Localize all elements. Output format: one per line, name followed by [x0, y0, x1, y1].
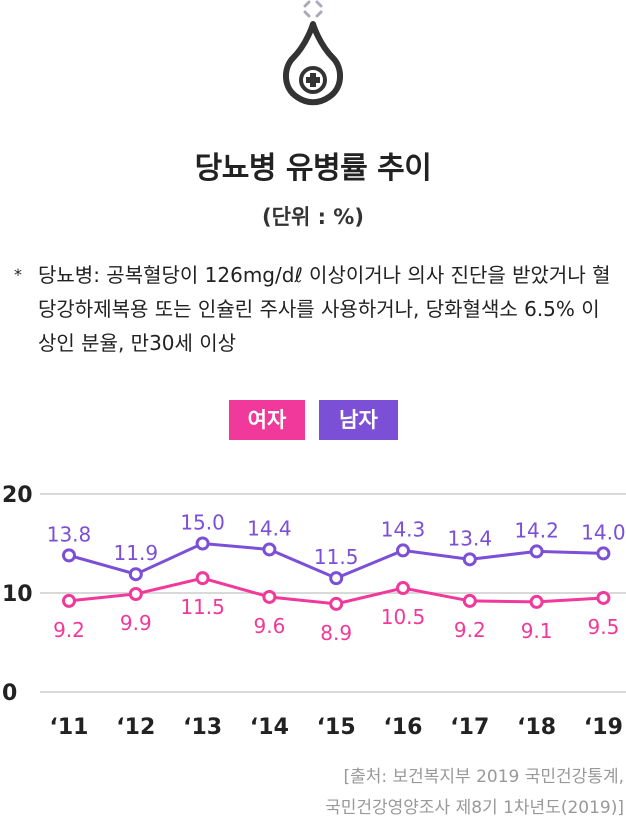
x-tick-label: ‘18 — [517, 715, 556, 740]
footnote-text: 당뇨병: 공복혈당이 126mg/dℓ 이상이거나 의사 진단을 받았거나 혈당… — [38, 263, 611, 355]
x-tick-label: ‘17 — [450, 715, 489, 740]
line-chart: 0 10 20 ‘11 ‘12 ‘13 ‘14 ‘15 ‘16 ‘17 ‘18 ‘19 13.8 11.9… — [2, 483, 626, 740]
data-point-female — [596, 590, 611, 605]
chart-title: 당뇨병 유병률 추이 — [194, 151, 432, 186]
source-line-2: 국민건강영양조사 제8기 1차년도(2019)] — [325, 798, 624, 818]
data-point-male — [329, 571, 344, 586]
source-note: [출처: 보건복지부 2019 국민건강통계, 국민건강영양조사 제8기 1차년… — [124, 762, 626, 824]
data-label-female: 10.5 — [381, 605, 426, 629]
data-point-male — [195, 536, 210, 551]
data-point-female — [329, 596, 344, 611]
data-point-female — [396, 581, 410, 596]
data-point-female — [128, 586, 143, 601]
data-point-male — [262, 542, 277, 557]
source-line-1: [출처: 보건복지부 2019 국민건강통계, — [343, 767, 624, 787]
y-tick-label: 10 — [2, 582, 33, 607]
data-label-male: 13.8 — [47, 522, 92, 546]
data-label-male: 14.2 — [514, 518, 559, 542]
x-tick-label: ‘13 — [183, 715, 222, 740]
data-label-female: 9.2 — [53, 618, 85, 642]
legend: 여자 남자 — [0, 400, 626, 440]
x-tick-label: ‘14 — [250, 715, 289, 740]
data-label-female: 11.5 — [180, 595, 225, 619]
data-point-male — [128, 567, 143, 582]
data-point-female — [529, 594, 544, 609]
data-label-male: 14.0 — [581, 520, 626, 544]
data-point-male — [529, 544, 544, 559]
data-label-male: 14.4 — [247, 516, 292, 540]
footnote-marker: * — [14, 265, 22, 284]
data-point-male — [62, 548, 76, 563]
x-tick-label: ‘19 — [584, 715, 623, 740]
x-tick-label: ‘12 — [116, 715, 155, 740]
blood-drop-icon — [263, 0, 363, 110]
y-tick-label: 0 — [2, 681, 17, 706]
data-label-male: 14.3 — [381, 517, 426, 541]
legend-male: 남자 — [319, 400, 398, 440]
x-tick-label: ‘15 — [317, 715, 356, 740]
data-label-female: 9.5 — [587, 615, 619, 639]
data-point-male — [462, 552, 477, 567]
data-label-male: 11.5 — [314, 545, 359, 569]
data-label-female: 8.9 — [320, 621, 352, 645]
data-label-male: 11.9 — [114, 541, 159, 565]
data-label-male: 15.0 — [180, 511, 225, 535]
data-point-female — [195, 571, 210, 586]
data-label-female: 9.2 — [454, 618, 486, 642]
data-label-female: 9.1 — [521, 619, 553, 643]
x-tick-label: ‘11 — [50, 715, 89, 740]
data-label-female: 9.6 — [253, 614, 285, 638]
data-point-female — [62, 593, 76, 608]
data-point-female — [262, 589, 277, 604]
data-point-male — [596, 546, 611, 561]
x-tick-label: ‘16 — [384, 715, 423, 740]
unit-label: (단위 : %) — [262, 205, 364, 229]
y-tick-label: 20 — [2, 483, 33, 508]
data-label-male: 13.4 — [448, 526, 493, 550]
data-label-female: 9.9 — [120, 611, 152, 635]
data-point-male — [396, 543, 410, 558]
legend-female: 여자 — [229, 400, 305, 440]
data-point-female — [462, 593, 477, 608]
